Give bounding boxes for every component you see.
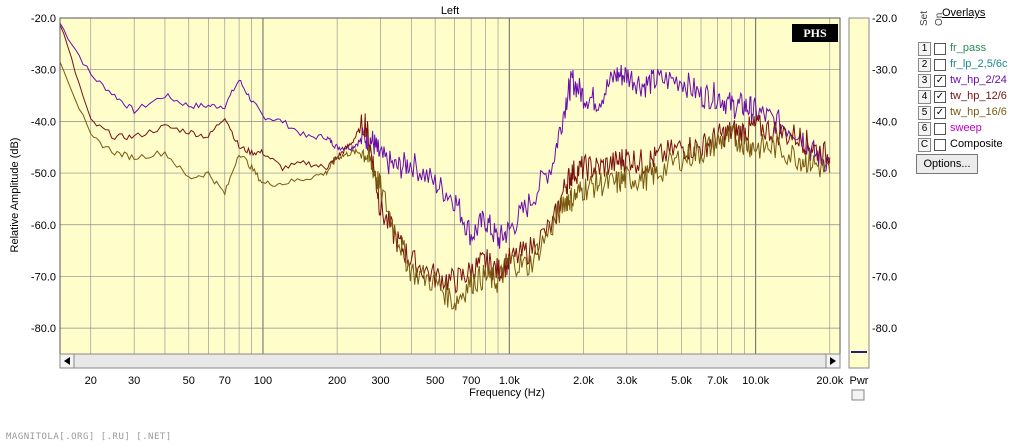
series-line-3: [59, 61, 831, 311]
right-tick-label: -30.0: [872, 65, 897, 77]
phs-badge-label: PHS: [803, 26, 827, 40]
y-tick-label: -50.0: [31, 168, 56, 180]
x-tick-label: 5.0k: [671, 375, 692, 387]
x-tick-label: 500: [426, 375, 444, 387]
overlay-checkbox[interactable]: ✓: [934, 107, 946, 119]
overlay-row: 6 sweep: [916, 122, 1024, 136]
right-tick-label: -20.0: [872, 13, 897, 25]
power-toggle[interactable]: [851, 389, 865, 401]
overlay-set-button[interactable]: 4: [918, 90, 931, 104]
right-tick-label: -40.0: [872, 116, 897, 128]
overlay-row: 5 ✓ tw_hp_16/6: [916, 106, 1024, 120]
overlay-name: Composite: [950, 138, 1003, 150]
x-tick-label: 20: [85, 375, 97, 387]
x-tick-label: 70: [219, 375, 231, 387]
overlay-set-button[interactable]: 1: [918, 42, 931, 56]
overlay-name: sweep: [950, 122, 982, 134]
overlay-name: tw_hp_16/6: [950, 106, 1007, 118]
y-tick-label: -60.0: [31, 220, 56, 232]
overlay-set-button[interactable]: 3: [918, 74, 931, 88]
overlay-set-button[interactable]: 6: [918, 122, 931, 136]
overlay-name: tw_hp_2/24: [950, 74, 1007, 86]
right-tick-label: -80.0: [872, 323, 897, 335]
x-tick-label: 20.0k: [816, 375, 843, 387]
overlay-row: 3 ✓ tw_hp_2/24: [916, 74, 1024, 88]
overlay-row: 4 ✓ tw_hp_12/6: [916, 90, 1024, 104]
series-line-1: [59, 22, 831, 249]
axis-tick-labels: 20 30 50 70 100 200 300 500 700 1.0k 2.0k 3.0k 5.0k 7…: [31, 13, 897, 387]
y-tick-label: -80.0: [31, 323, 56, 335]
overlay-checkbox[interactable]: ✓: [934, 91, 946, 103]
set-column-label: Set: [919, 10, 930, 26]
arrow-right-icon: [830, 357, 836, 365]
x-tick-label: 100: [254, 375, 272, 387]
x-tick-label: 10.0k: [742, 375, 769, 387]
y-tick-label: -40.0: [31, 116, 56, 128]
on-column-label: On: [934, 12, 945, 26]
overlay-name: tw_hp_12/6: [950, 90, 1007, 102]
overlay-set-button[interactable]: 2: [918, 58, 931, 72]
right-tick-label: -70.0: [872, 271, 897, 283]
overlay-checkbox[interactable]: ✓: [934, 75, 946, 87]
power-label: Pwr: [850, 375, 869, 387]
y-tick-label: -70.0: [31, 271, 56, 283]
y-tick-label: -20.0: [31, 13, 56, 25]
overlay-name: fr_pass: [950, 42, 987, 54]
overlays-panel: Overlays Set On 1 fr_pass 2 fr_lp_2,5/6c 3 ✓ t…: [916, 6, 1022, 176]
x-tick-label: 1.0k: [499, 375, 520, 387]
right-tick-label: -60.0: [872, 220, 897, 232]
overlay-set-button[interactable]: 5: [918, 106, 931, 120]
horizontal-scrollbar[interactable]: [59, 353, 841, 369]
overlay-checkbox[interactable]: [934, 43, 946, 55]
x-tick-label: 30: [128, 375, 140, 387]
x-tick-label: 200: [328, 375, 346, 387]
x-tick-label: 300: [371, 375, 389, 387]
y-axis-label: Relative Amplitude (dB): [9, 138, 21, 253]
overlay-row: C Composite: [916, 138, 1024, 152]
x-tick-label: 7.0k: [707, 375, 728, 387]
y-tick-label: -30.0: [31, 65, 56, 77]
right-tick-label: -50.0: [872, 168, 897, 180]
x-tick-label: 2.0k: [573, 375, 594, 387]
overlay-checkbox[interactable]: [934, 139, 946, 151]
arrow-left-icon: [64, 357, 70, 365]
phs-badge: [792, 24, 838, 42]
overlay-row: 1 fr_pass: [916, 42, 1024, 56]
x-tick-label: 700: [462, 375, 480, 387]
overlays-title: Overlays: [942, 7, 986, 19]
x-tick-label: 50: [183, 375, 195, 387]
overlay-checkbox[interactable]: [934, 123, 946, 135]
overlay-checkbox[interactable]: [934, 59, 946, 71]
power-meter: [848, 17, 870, 369]
chart-title: Left: [441, 5, 459, 17]
overlay-row: 2 fr_lp_2,5/6c: [916, 58, 1024, 72]
options-button[interactable]: Options...: [916, 154, 978, 174]
series-group: [59, 22, 831, 311]
plot-area: [60, 18, 840, 354]
x-tick-label: 3.0k: [616, 375, 637, 387]
series-line-2: [59, 24, 831, 294]
overlay-name: fr_lp_2,5/6c: [950, 58, 1008, 70]
x-axis-label: Frequency (Hz): [469, 387, 545, 399]
overlay-set-button[interactable]: C: [918, 138, 931, 152]
footer-watermark: MAGNITOLA[.ORG] [.RU] [.NET]: [6, 432, 172, 442]
